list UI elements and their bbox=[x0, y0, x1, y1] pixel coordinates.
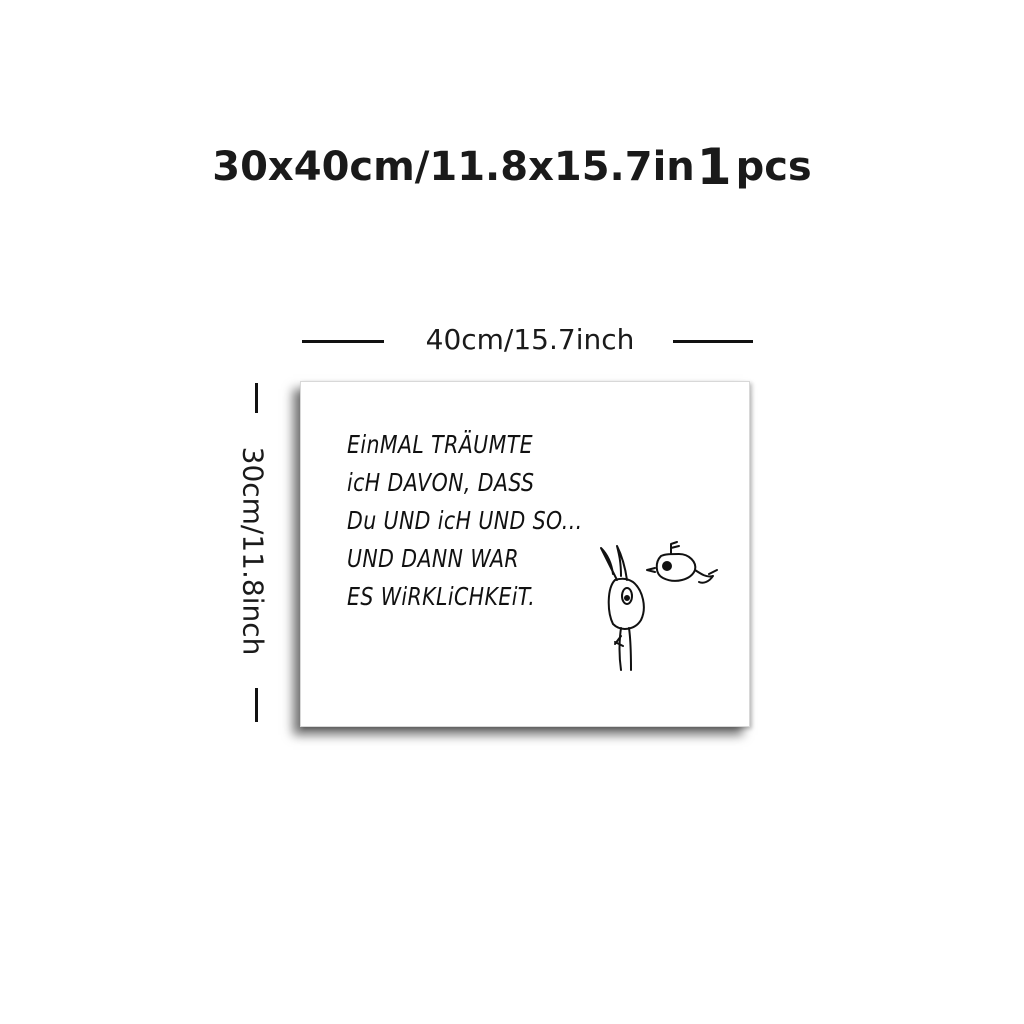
width-dimension-label: 40cm/15.7inch bbox=[425, 323, 635, 356]
quantity-number: 1 bbox=[696, 138, 732, 196]
width-dimension-line-left bbox=[302, 340, 384, 343]
bunny-and-bird-doodle bbox=[600, 541, 718, 671]
quote-line: Du UND icH UND SO... bbox=[347, 506, 583, 535]
width-dimension-line-right bbox=[673, 340, 753, 343]
quote-line: EinMAL TRÄUMTE bbox=[347, 430, 533, 459]
size-text: 30x40cm/11.8x15.7in bbox=[212, 144, 695, 190]
quote-line: ES WiRKLiCHKEiT. bbox=[347, 582, 536, 611]
quote-text: EinMAL TRÄUMTE icH DAVON, DASS Du UND ic… bbox=[347, 426, 583, 616]
quote-line: UND DANN WAR bbox=[347, 544, 520, 573]
product-size-title: 30x40cm/11.8x15.7in1 pcs bbox=[0, 138, 1024, 196]
quantity-unit: pcs bbox=[735, 144, 812, 190]
quote-line: icH DAVON, DASS bbox=[347, 468, 535, 497]
height-dimension-line-top bbox=[255, 383, 258, 413]
height-dimension-line-bottom bbox=[255, 688, 258, 722]
height-dimension-label: 30cm/11.8inch bbox=[236, 446, 270, 656]
canvas-print: EinMAL TRÄUMTE icH DAVON, DASS Du UND ic… bbox=[300, 381, 750, 727]
